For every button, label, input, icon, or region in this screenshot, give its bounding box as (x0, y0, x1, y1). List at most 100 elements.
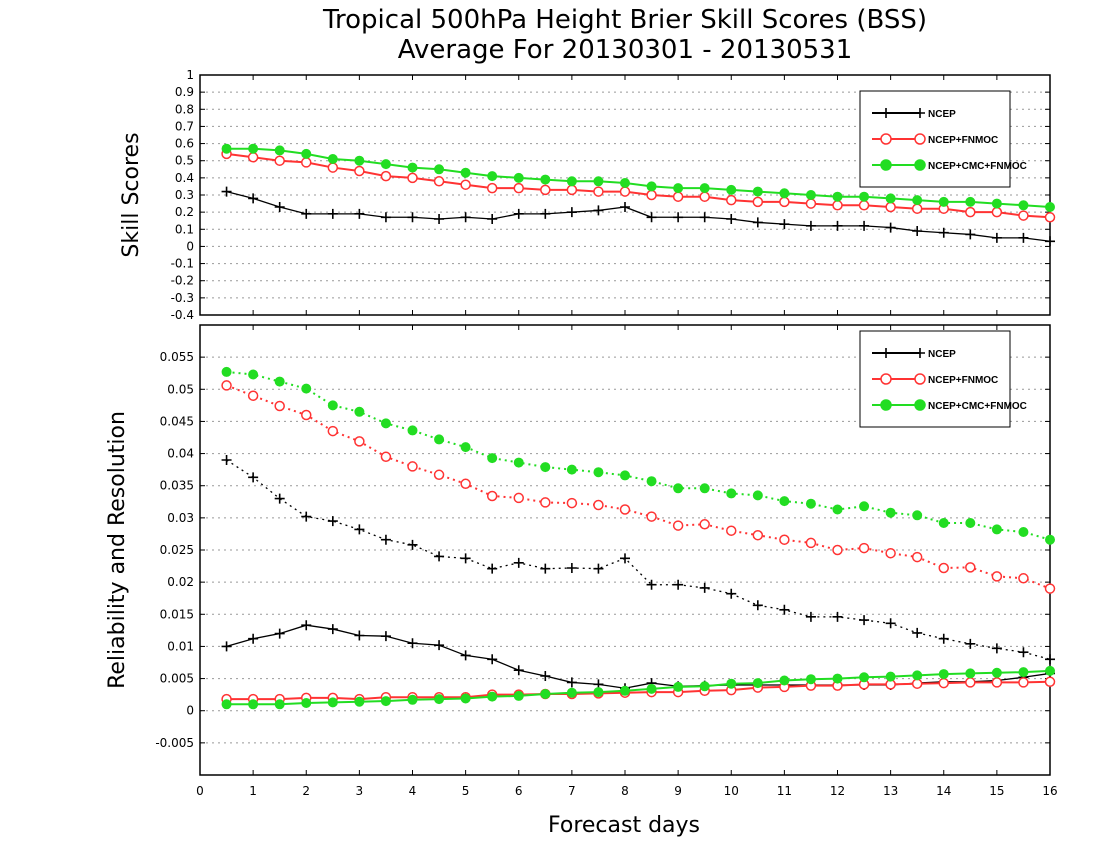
x-tick-label: 15 (989, 784, 1004, 798)
data-point (354, 630, 365, 641)
plot-frame (199, 324, 1051, 776)
data-point (752, 186, 763, 197)
data-point (487, 171, 498, 182)
data-point (593, 467, 604, 478)
data-point (221, 186, 232, 197)
data-point (248, 472, 259, 483)
data-point (540, 208, 551, 219)
data-point (380, 159, 391, 170)
data-point (779, 675, 790, 686)
data-point (752, 678, 763, 689)
data-point (938, 677, 949, 689)
data-point (327, 624, 338, 635)
data-point (540, 184, 551, 196)
data-point (1045, 665, 1055, 676)
data-point (513, 208, 524, 219)
data-point (619, 186, 631, 197)
data-point (354, 696, 365, 707)
data-point (593, 563, 604, 574)
data-point (407, 461, 418, 472)
legend-marker (914, 159, 926, 171)
data-point (859, 501, 870, 512)
data-point (832, 191, 843, 202)
data-point (248, 193, 259, 204)
data-point (885, 201, 896, 213)
data-point (805, 537, 817, 549)
data-point (407, 162, 418, 173)
data-point (407, 694, 418, 705)
x-axis-label: Forecast days (548, 813, 700, 838)
data-point (620, 470, 630, 481)
reliability-resolution-panel: -0.005 0 0.005 0.01 0.015 0.02 0.025 0.03 0.035 0… (155, 324, 1058, 798)
legend-marker (915, 348, 925, 358)
data-point (619, 504, 631, 515)
data-point (513, 182, 524, 194)
data-point (938, 227, 949, 238)
data-point (327, 400, 338, 411)
data-point (779, 219, 790, 230)
data-point (248, 143, 259, 154)
data-point (540, 563, 551, 574)
data-point (832, 673, 843, 684)
data-point (726, 184, 737, 195)
data-point (460, 553, 471, 564)
data-point (938, 196, 949, 207)
data-point (487, 691, 498, 702)
data-point (805, 674, 816, 685)
legend-label: NCEP+FNMOC (928, 135, 998, 146)
y-tick-label: 0 (186, 704, 194, 718)
data-point (699, 519, 710, 530)
legend-marker (880, 399, 892, 411)
data-point (354, 524, 365, 535)
data-point (593, 205, 604, 216)
data-point (593, 687, 604, 698)
y-tick-label: 0.2 (175, 205, 194, 219)
y-tick-label: -0.1 (171, 257, 194, 271)
data-point (832, 220, 843, 231)
data-point (540, 462, 551, 473)
data-point (1044, 212, 1056, 223)
data-point (911, 203, 923, 214)
data-point (221, 143, 232, 154)
data-point (938, 633, 949, 644)
data-point (354, 165, 365, 177)
data-point (699, 582, 710, 593)
data-point (805, 498, 816, 509)
data-point (460, 442, 471, 453)
y-tick-label: 0.4 (175, 171, 194, 185)
data-point (752, 600, 763, 611)
data-point (301, 157, 312, 168)
data-point (991, 524, 1002, 535)
data-point (407, 539, 418, 550)
x-tick-label: 16 (1042, 784, 1057, 798)
data-point (487, 453, 498, 464)
y-tick-label: 0.5 (175, 154, 194, 168)
data-point (620, 178, 630, 188)
data-point (486, 182, 498, 194)
data-point (513, 492, 524, 504)
data-point (1018, 677, 1029, 688)
data-point (673, 579, 684, 590)
legend-label: NCEP+CMC+FNMOC (928, 401, 1027, 412)
y-tick-label: 0.035 (160, 479, 194, 493)
data-point (274, 400, 285, 412)
data-point (646, 212, 657, 223)
x-tick-label: 5 (462, 784, 470, 798)
data-point (1018, 232, 1029, 243)
data-point (460, 650, 471, 661)
data-point (274, 155, 285, 166)
x-tick-label: 10 (724, 784, 739, 798)
legend-marker (880, 133, 892, 145)
data-point (885, 671, 896, 682)
legend-label: NCEP (928, 109, 956, 120)
data-point (380, 451, 392, 463)
data-point (965, 206, 976, 218)
data-point (248, 633, 259, 644)
data-point (433, 469, 445, 481)
data-point (380, 418, 391, 429)
y-tick-label: 0.045 (160, 414, 194, 428)
data-point (672, 191, 684, 202)
data-point (407, 638, 418, 649)
data-point (301, 409, 312, 421)
